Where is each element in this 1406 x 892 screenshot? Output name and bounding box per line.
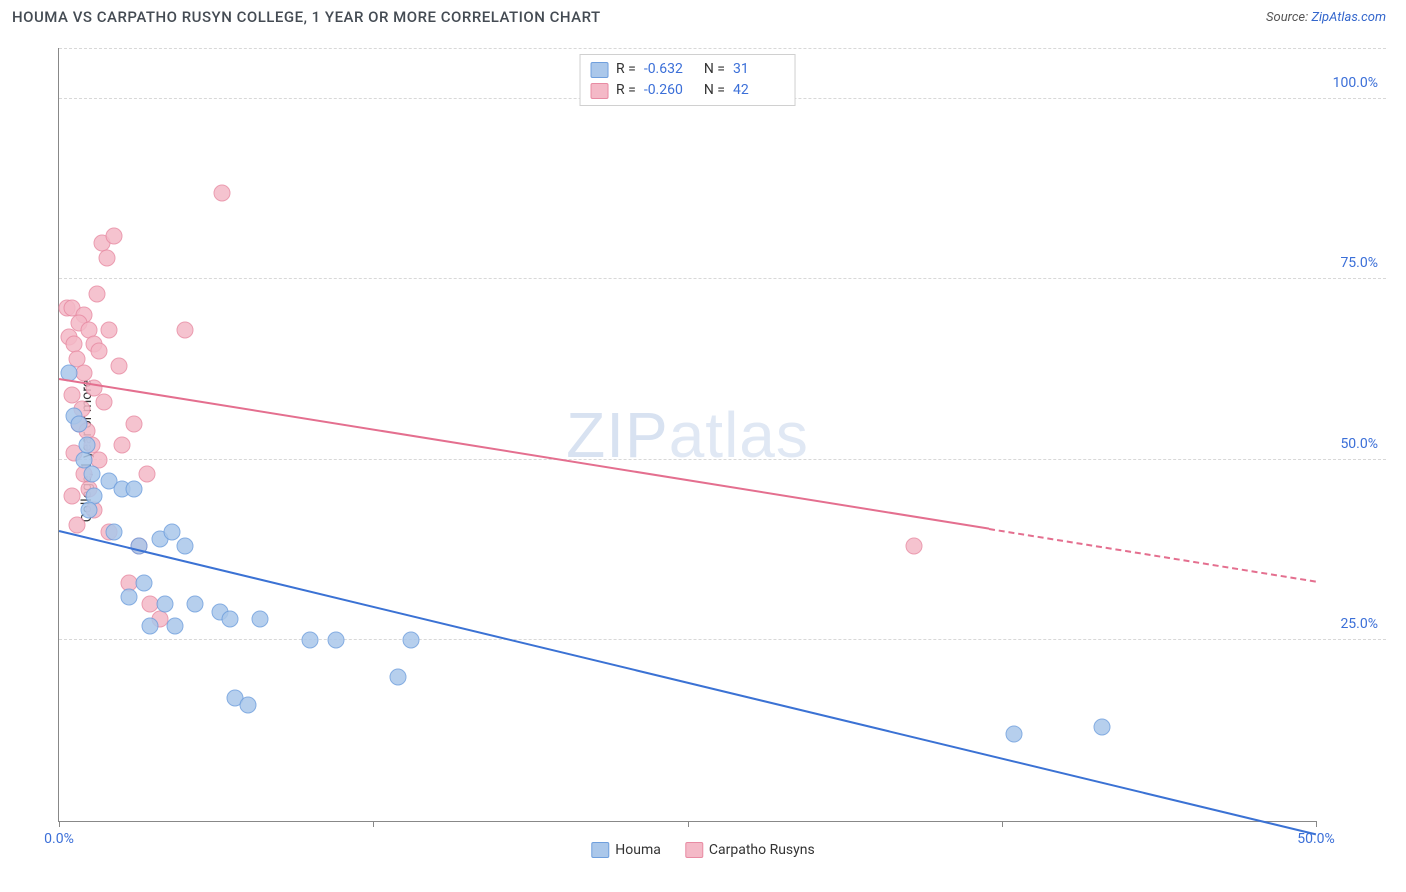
gridline	[59, 639, 1386, 640]
data-point	[221, 610, 238, 627]
data-point	[186, 596, 203, 613]
data-point	[402, 632, 419, 649]
data-point	[126, 415, 143, 432]
data-point	[106, 524, 123, 541]
chart-title: HOUMA VS CARPATHO RUSYN COLLEGE, 1 YEAR …	[12, 8, 601, 26]
legend-item: Houma	[591, 842, 661, 858]
data-point	[390, 668, 407, 685]
legend-swatch	[591, 842, 609, 858]
data-point	[1094, 719, 1111, 736]
data-point	[98, 249, 115, 266]
data-point	[138, 466, 155, 483]
gridline	[59, 278, 1386, 279]
x-tick	[373, 821, 374, 827]
y-tick-label: 25.0%	[1340, 616, 1378, 632]
x-tick-label: 0.0%	[44, 831, 74, 847]
y-tick-label: 100.0%	[1333, 75, 1378, 91]
data-point	[121, 589, 138, 606]
data-point	[113, 437, 130, 454]
legend-stats: R =-0.632N =31R =-0.260N =42	[579, 54, 796, 106]
source-link[interactable]: ZipAtlas.com	[1311, 10, 1386, 25]
data-point	[214, 184, 231, 201]
data-point	[101, 321, 118, 338]
data-point	[327, 632, 344, 649]
data-point	[71, 415, 88, 432]
data-point	[1006, 726, 1023, 743]
data-point	[81, 502, 98, 519]
chart-container: College, 1 year or more ZIPatlas R =-0.6…	[20, 40, 1386, 862]
data-point	[136, 574, 153, 591]
data-point	[166, 617, 183, 634]
x-tick	[1002, 821, 1003, 827]
x-tick	[688, 821, 689, 827]
data-point	[164, 524, 181, 541]
data-point	[252, 610, 269, 627]
legend-swatch	[590, 83, 608, 99]
legend-item: Carpatho Rusyns	[685, 842, 815, 858]
data-point	[111, 357, 128, 374]
data-point	[302, 632, 319, 649]
data-point	[78, 437, 95, 454]
y-tick-label: 75.0%	[1340, 255, 1378, 271]
data-point	[68, 516, 85, 533]
watermark: ZIPatlas	[566, 398, 809, 472]
trend-line	[59, 530, 1316, 835]
data-point	[176, 321, 193, 338]
x-tick	[1316, 821, 1317, 827]
data-point	[96, 394, 113, 411]
data-point	[156, 596, 173, 613]
trend-line	[989, 528, 1316, 583]
legend-series: Houma Carpatho Rusyns	[591, 842, 814, 858]
trend-line	[59, 378, 989, 530]
data-point	[905, 538, 922, 555]
data-point	[176, 538, 193, 555]
gridline	[59, 459, 1386, 460]
data-point	[63, 487, 80, 504]
gridline	[59, 48, 1386, 49]
plot-area: ZIPatlas R =-0.632N =31R =-0.260N =42 25…	[58, 48, 1316, 822]
data-point	[83, 466, 100, 483]
data-point	[126, 480, 143, 497]
legend-swatch	[590, 62, 608, 78]
data-point	[106, 227, 123, 244]
data-point	[239, 697, 256, 714]
x-tick	[59, 821, 60, 827]
legend-stat-row: R =-0.632N =31	[590, 59, 785, 80]
source-attribution: Source: ZipAtlas.com	[1266, 10, 1386, 25]
data-point	[88, 285, 105, 302]
y-tick-label: 50.0%	[1340, 436, 1378, 452]
data-point	[141, 617, 158, 634]
legend-swatch	[685, 842, 703, 858]
legend-stat-row: R =-0.260N =42	[590, 80, 785, 101]
data-point	[91, 343, 108, 360]
